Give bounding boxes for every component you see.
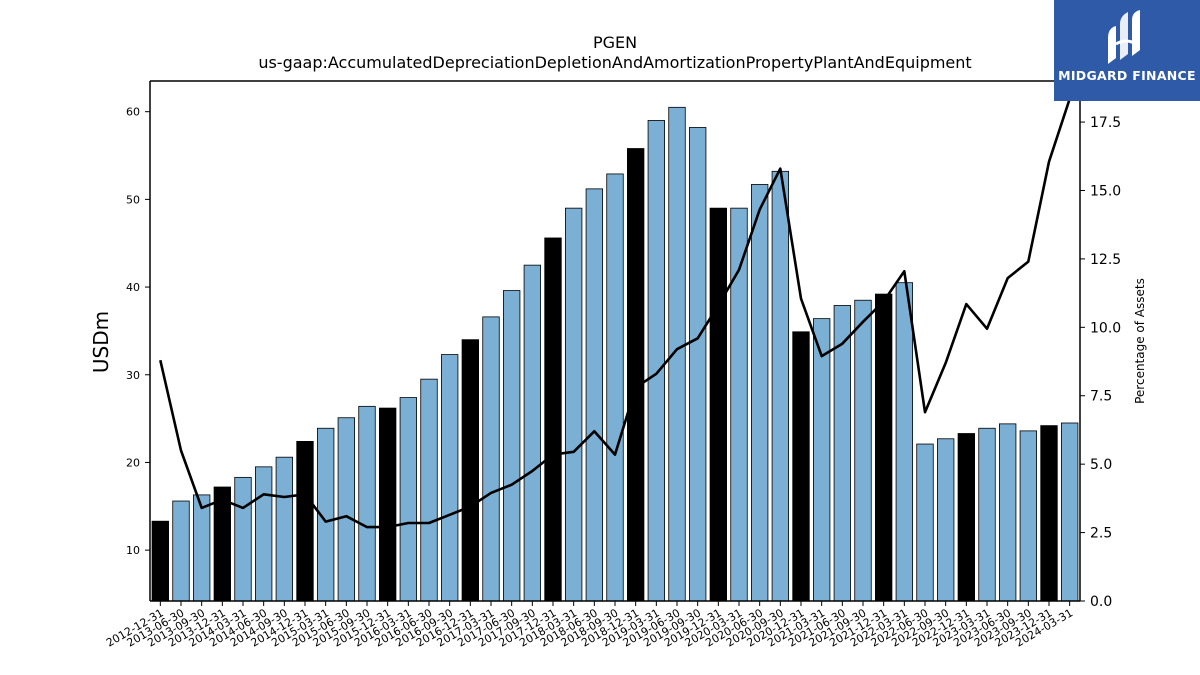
- bar: [585, 188, 603, 602]
- bar-series: [151, 106, 1079, 602]
- bar: [895, 282, 913, 602]
- bar: [213, 486, 231, 602]
- y2-tick-label: 7.5: [1090, 389, 1112, 405]
- y-tick-label: 20: [126, 456, 140, 469]
- logo: MIDGARD FINANCE: [1054, 0, 1200, 101]
- bar: [957, 433, 975, 602]
- bar: [875, 293, 893, 602]
- bar: [627, 148, 645, 602]
- y2-tick-label: 15.0: [1090, 183, 1121, 199]
- y-tick-label: 40: [126, 281, 140, 294]
- bar: [854, 299, 872, 602]
- bar: [399, 397, 418, 602]
- y-tick-label: 50: [126, 193, 140, 206]
- bar: [771, 170, 789, 602]
- line-series: [159, 98, 1071, 529]
- bar: [358, 405, 376, 602]
- percentage-line: [159, 98, 1071, 529]
- bar: [544, 237, 562, 602]
- bar: [833, 305, 851, 602]
- bar: [1019, 430, 1037, 602]
- axes: 10 20 30 40 50 60 0.0 2.5 5.0 7.5 10.0 12.5 15.0 17.5…: [104, 80, 1121, 650]
- bar: [1061, 422, 1079, 602]
- chart-title: PGEN: [593, 33, 637, 52]
- bar: [813, 318, 831, 602]
- y2-tick-label: 0.0: [1090, 594, 1112, 610]
- y2-tick-label: 2.5: [1090, 526, 1112, 542]
- logo-text: MIDGARD FINANCE: [1058, 68, 1196, 83]
- bar: [234, 476, 252, 602]
- bar: [916, 443, 934, 602]
- bar: [647, 120, 665, 602]
- y-tick-label: 30: [126, 369, 140, 382]
- y2-tick-label: 10.0: [1090, 320, 1121, 336]
- bar: [606, 173, 624, 602]
- bar: [296, 441, 314, 602]
- y2-tick-label: 17.5: [1090, 115, 1121, 131]
- bar: [709, 207, 727, 602]
- bar: [482, 316, 500, 602]
- bar: [978, 427, 996, 602]
- bar: [999, 423, 1017, 602]
- bar: [792, 331, 810, 602]
- bar: [440, 354, 459, 602]
- y-tick-label: 10: [126, 544, 140, 557]
- bar: [502, 290, 521, 602]
- bar: [192, 494, 211, 602]
- y-tick-label: 60: [126, 106, 140, 119]
- bar: [751, 184, 769, 602]
- bar: [565, 207, 583, 602]
- bar: [378, 407, 397, 602]
- bar: [275, 456, 294, 602]
- bar: [151, 520, 169, 602]
- bar: [254, 466, 273, 602]
- chart-subtitle: us-gaap:AccumulatedDepreciationDepletion…: [258, 53, 971, 72]
- bar: [337, 417, 356, 602]
- y2-tick-label: 12.5: [1090, 252, 1121, 268]
- bar: [937, 438, 955, 602]
- y2-tick-label: 5.0: [1090, 457, 1112, 473]
- bar: [689, 127, 707, 602]
- y-axis-label: USDm: [89, 311, 113, 373]
- bar: [461, 339, 480, 602]
- bar: [172, 500, 190, 602]
- bar: [1040, 425, 1058, 602]
- y2-axis-label: Percentage of Assets: [1133, 278, 1147, 404]
- bar: [420, 378, 438, 602]
- bar: [523, 264, 541, 602]
- midgard-logo-icon: [1108, 10, 1140, 64]
